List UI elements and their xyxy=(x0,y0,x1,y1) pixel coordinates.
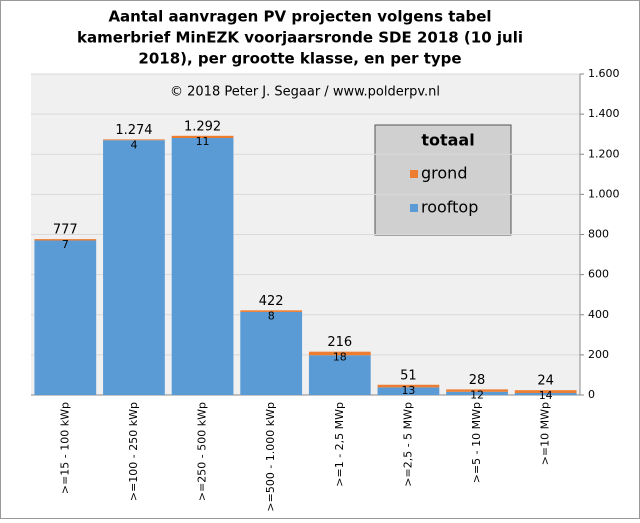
total-label: 24 xyxy=(537,374,554,389)
bar-segment xyxy=(377,384,440,388)
y-tick-label: 1.600 xyxy=(588,67,620,80)
segment-label: 13 xyxy=(401,384,415,397)
legend-label: rooftop xyxy=(421,198,478,217)
y-tick-label: 1.200 xyxy=(588,147,620,160)
segment-label: 11 xyxy=(196,135,210,148)
legend-title: totaal xyxy=(421,131,474,150)
subtitle: © 2018 Peter J. Segaar / www.polderpv.nl xyxy=(170,85,440,100)
x-tick-label: >=100 - 250 kWp xyxy=(127,402,140,501)
x-tick-label: >=1 - 2,5 MWp xyxy=(333,402,346,487)
segment-label: 12 xyxy=(470,388,484,401)
bar-segment xyxy=(34,240,97,395)
segment-label: 18 xyxy=(333,351,347,364)
y-tick-label: 1.000 xyxy=(588,187,620,200)
bar-segment xyxy=(240,310,303,312)
y-tick-label: 400 xyxy=(588,308,609,321)
bar-segment xyxy=(171,135,234,138)
y-tick-label: 0 xyxy=(588,388,595,401)
total-label: 422 xyxy=(259,294,284,309)
x-tick-label: >=15 - 100 kWp xyxy=(58,402,71,494)
x-tick-label: >=500 - 1.000 kWp xyxy=(264,402,277,512)
bar-segment xyxy=(240,311,303,395)
bar-segment xyxy=(308,355,371,395)
legend-box xyxy=(374,124,512,236)
y-tick-label: 200 xyxy=(588,348,609,361)
bar-segment xyxy=(103,139,165,141)
bar-segment xyxy=(514,390,577,393)
legend-swatch xyxy=(410,170,418,178)
total-label: 1.274 xyxy=(115,123,152,138)
segment-label: 7 xyxy=(62,238,69,251)
total-label: 777 xyxy=(53,223,78,238)
legend-swatch xyxy=(410,204,418,212)
segment-label: 8 xyxy=(268,309,275,322)
x-tick-label: >=2,5 - 5 MWp xyxy=(401,402,414,487)
x-tick-label: >=250 - 500 kWp xyxy=(196,402,209,501)
total-label: 216 xyxy=(327,335,352,350)
x-tick-label: >=10 MWp xyxy=(539,402,552,465)
bar-segment xyxy=(308,351,371,356)
bar-segment xyxy=(446,391,508,395)
total-label: 28 xyxy=(469,373,486,388)
total-label: 51 xyxy=(400,368,417,383)
segment-label: 14 xyxy=(539,389,553,402)
y-tick-label: 1.400 xyxy=(588,107,620,120)
bar-segment xyxy=(103,140,165,395)
bar-segment xyxy=(34,239,97,241)
bar-segment xyxy=(171,137,234,395)
chart-title: 2018), per grootte klasse, en per type xyxy=(138,50,461,68)
total-label: 1.292 xyxy=(184,119,221,134)
chart-title: kamerbrief MinEZK voorjaarsronde SDE 201… xyxy=(77,29,523,47)
chart-title: Aantal aanvragen PV projecten volgens ta… xyxy=(108,8,491,26)
x-tick-label: >=5 - 10 MWp xyxy=(470,402,483,483)
legend-label: grond xyxy=(421,164,467,183)
y-tick-label: 800 xyxy=(588,228,609,241)
bar-segment xyxy=(514,392,577,395)
bar-segment xyxy=(446,389,508,392)
y-tick-label: 600 xyxy=(588,268,609,281)
bar-segment xyxy=(377,387,440,395)
segment-label: 4 xyxy=(130,138,137,151)
